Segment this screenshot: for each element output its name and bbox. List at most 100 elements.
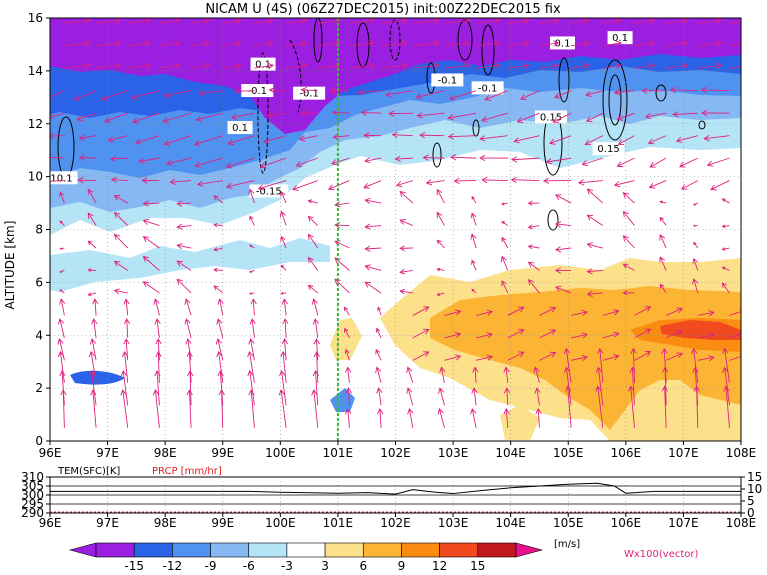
wind-vector — [364, 281, 382, 294]
wind-vector — [729, 353, 741, 361]
wind-vector — [627, 385, 635, 428]
wind-vector — [330, 157, 350, 166]
contour-label-bg — [592, 142, 625, 156]
wind-vector — [444, 62, 471, 69]
wind-vector — [563, 347, 572, 383]
wind-vector — [213, 267, 223, 273]
wind-vector — [123, 318, 131, 338]
wind-vector — [659, 216, 667, 226]
wind-vector — [184, 298, 192, 316]
wind-vector — [250, 298, 257, 316]
wind-vector — [292, 180, 318, 191]
x-tick-label: 96E — [39, 446, 62, 460]
wind-vector — [376, 387, 383, 406]
wind-vector — [644, 112, 667, 120]
wind-vector — [311, 389, 319, 428]
wind-vector — [602, 18, 622, 25]
wind-vector — [450, 154, 477, 161]
x-tick-label: 97E — [96, 446, 119, 460]
wind-vector — [344, 306, 350, 316]
wind-vector — [723, 385, 730, 428]
wind-vector — [507, 306, 525, 316]
contour-label: -0.1 — [438, 75, 458, 86]
wind-vector — [280, 264, 287, 271]
wind-vector — [571, 309, 589, 317]
contour-label: -0.1 — [299, 89, 319, 100]
x-tick-label: 103E — [438, 446, 469, 460]
wind-vector — [307, 284, 319, 294]
wind-vector — [581, 157, 603, 167]
wind-vector — [216, 350, 224, 383]
colorbar-swatch — [95, 542, 135, 558]
wind-vector — [571, 354, 589, 361]
wind-vector — [691, 347, 699, 383]
wind-vector — [278, 389, 287, 428]
colorbar-tick-label: 3 — [321, 559, 329, 573]
wind-vector — [444, 40, 471, 47]
wind-vector — [50, 180, 65, 182]
sub-left-tick-label: 305 — [21, 479, 44, 493]
y-tick-label: 14 — [28, 64, 43, 78]
wind-vector — [247, 350, 255, 383]
wind-vector — [77, 177, 97, 184]
wind-vector — [165, 157, 192, 166]
colorbar-swatch — [439, 542, 479, 558]
wind-vector — [87, 188, 97, 204]
chart-title: NICAM U (4S) (06Z27DEC2015) init:00Z22DE… — [205, 2, 561, 17]
wind-vector — [415, 90, 445, 100]
wind-vector — [142, 281, 160, 294]
y-tick-label: 4 — [35, 328, 43, 342]
contour-line — [289, 39, 302, 113]
sub-x-tick-label: 106E — [611, 516, 642, 530]
x-tick-label: 99E — [211, 446, 234, 460]
sub-x-tick-label: 96E — [39, 516, 62, 530]
y-tick-label: 6 — [35, 275, 43, 289]
wind-vector — [88, 369, 97, 406]
contour-label-bg — [241, 84, 274, 98]
wind-vector — [571, 62, 591, 70]
wind-vector — [375, 327, 382, 339]
wind-vector — [586, 214, 604, 226]
wind-vector — [191, 18, 211, 25]
wind-vector — [692, 224, 698, 227]
contour-label: 10.1 — [50, 173, 72, 184]
wind-vector — [216, 318, 224, 338]
wind-vector — [103, 112, 128, 123]
wind-vector — [364, 264, 382, 271]
wind-vector — [280, 350, 287, 383]
wind-vector — [363, 132, 382, 139]
wind-vectors — [50, 18, 741, 428]
wind-vector — [113, 195, 128, 204]
wind-vector — [571, 40, 591, 47]
wind-vector — [721, 224, 730, 229]
contour-label-bg — [431, 73, 464, 87]
y-axis-ticks: 0 2 4 6 8 10 12 14 16 — [28, 11, 50, 448]
colorbar-swatch — [401, 542, 440, 558]
wind-vector — [577, 179, 603, 186]
sub-right-tick-label: 0 — [747, 506, 755, 520]
wind-vector — [345, 387, 352, 406]
wind-vector — [364, 197, 382, 205]
wind-vector — [399, 288, 413, 295]
wind-vector — [152, 389, 160, 428]
wind-vector — [331, 109, 350, 116]
y-tick-label: 16 — [28, 11, 43, 25]
wind-vector — [163, 90, 192, 99]
wind-vector — [665, 352, 683, 361]
wind-vector — [586, 268, 603, 275]
wind-vector — [153, 298, 160, 316]
vector-legend-label: Wx100(vector) — [624, 549, 699, 560]
contour-ellipse — [698, 120, 706, 130]
colorbar-tick-label: -3 — [281, 559, 293, 573]
wind-vector — [527, 261, 540, 271]
wind-vector — [345, 366, 352, 383]
wind-vector — [622, 290, 635, 296]
shade-plus3-patch2 — [500, 405, 540, 440]
wind-vector — [280, 191, 287, 204]
contour-label: 0.1 — [555, 38, 571, 49]
wind-vector — [279, 369, 287, 406]
wind-vector — [729, 66, 741, 69]
contour-label: 0.15 — [597, 144, 619, 155]
wind-vector — [439, 366, 446, 383]
